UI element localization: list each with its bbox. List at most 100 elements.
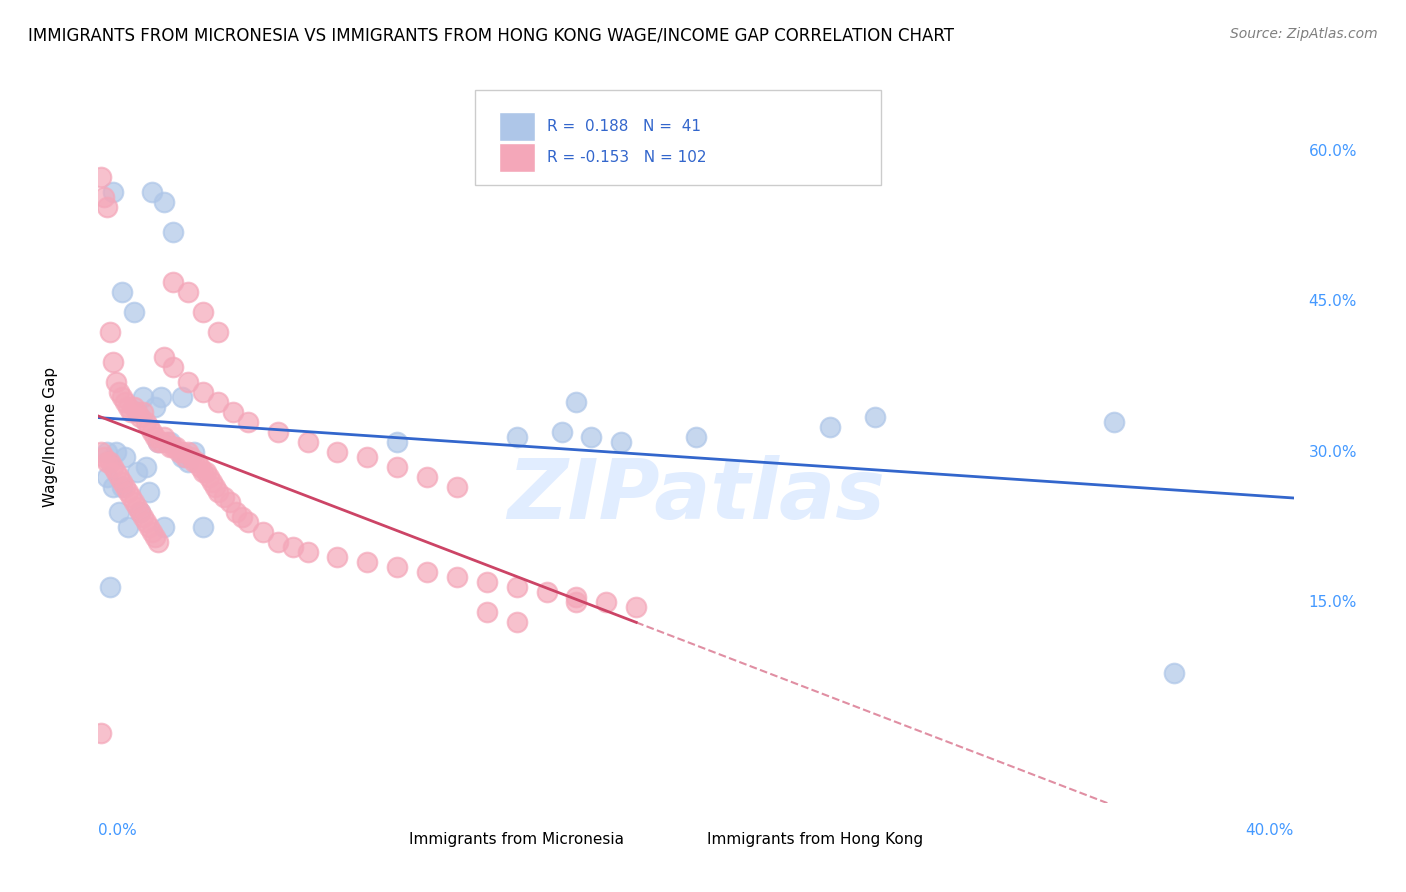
Text: ZIPatlas: ZIPatlas <box>508 455 884 536</box>
Point <box>141 425 163 439</box>
Point <box>120 405 142 419</box>
Point <box>198 470 221 484</box>
Point <box>114 480 136 494</box>
Point <box>297 545 319 559</box>
Point <box>385 560 409 574</box>
Point <box>138 420 160 434</box>
Point <box>135 515 157 529</box>
Point <box>172 390 194 404</box>
Point <box>148 535 170 549</box>
Point <box>132 405 155 419</box>
Point <box>204 480 226 494</box>
Point <box>159 440 181 454</box>
Point <box>177 285 200 299</box>
Point <box>207 395 229 409</box>
Point <box>132 390 155 404</box>
Point <box>105 375 128 389</box>
Point <box>385 435 409 450</box>
Point <box>127 465 149 479</box>
Point <box>127 405 149 419</box>
Point <box>93 450 115 464</box>
Point <box>105 465 128 479</box>
Bar <box>690 843 716 862</box>
Point <box>138 485 160 500</box>
Point <box>96 445 118 459</box>
Point <box>183 455 205 469</box>
Point <box>103 460 125 475</box>
Point <box>103 480 125 494</box>
Point <box>103 185 125 199</box>
Text: 60.0%: 60.0% <box>1309 144 1357 159</box>
Point <box>148 435 170 450</box>
Point <box>236 415 259 429</box>
Point <box>96 455 118 469</box>
Point <box>135 460 157 475</box>
Point <box>595 595 617 609</box>
Point <box>129 410 152 425</box>
Text: 30.0%: 30.0% <box>1309 444 1357 459</box>
Point <box>565 595 588 609</box>
Point <box>153 350 176 364</box>
Point <box>207 325 229 339</box>
Point <box>177 375 200 389</box>
Point <box>114 450 136 464</box>
Point <box>610 435 633 450</box>
Point <box>252 525 274 540</box>
Text: R = -0.153   N = 102: R = -0.153 N = 102 <box>547 150 706 165</box>
Point <box>129 505 152 519</box>
Point <box>111 475 134 490</box>
Point <box>108 470 131 484</box>
Point <box>212 490 235 504</box>
Point <box>506 615 529 630</box>
Point <box>1163 665 1185 680</box>
Point <box>201 475 224 490</box>
Point <box>96 200 118 214</box>
Text: 45.0%: 45.0% <box>1309 294 1357 310</box>
Text: Immigrants from Hong Kong: Immigrants from Hong Kong <box>707 831 924 847</box>
Point <box>127 500 149 515</box>
Point <box>90 169 112 184</box>
Point <box>124 400 146 414</box>
Point <box>98 580 122 594</box>
Point <box>90 725 112 739</box>
Point <box>98 325 122 339</box>
Point <box>98 455 122 469</box>
Point <box>108 505 131 519</box>
Point <box>180 450 202 464</box>
Point <box>138 520 160 534</box>
Point <box>177 455 200 469</box>
Point <box>150 435 173 450</box>
Point <box>565 395 588 409</box>
Point <box>685 430 707 444</box>
Text: R =  0.188   N =  41: R = 0.188 N = 41 <box>547 119 700 134</box>
Point <box>111 480 134 494</box>
Point <box>1104 415 1126 429</box>
Point <box>506 430 529 444</box>
Point <box>297 435 319 450</box>
Point <box>191 520 214 534</box>
Point <box>153 430 176 444</box>
Point <box>96 470 118 484</box>
Point <box>124 495 146 509</box>
Point <box>141 525 163 540</box>
Point <box>177 445 200 459</box>
Point <box>150 390 173 404</box>
Point <box>117 400 139 414</box>
Point <box>219 495 242 509</box>
Point <box>506 580 529 594</box>
Point <box>550 425 572 439</box>
Point <box>143 530 166 544</box>
Point <box>188 460 211 475</box>
Point <box>231 510 253 524</box>
Point <box>143 400 166 414</box>
Point <box>820 420 842 434</box>
Point <box>326 550 349 565</box>
Point <box>165 440 187 454</box>
Point <box>132 510 155 524</box>
Point <box>356 555 378 569</box>
Point <box>222 405 245 419</box>
Point <box>191 465 214 479</box>
Point <box>162 440 184 454</box>
Point <box>416 470 439 484</box>
Point <box>103 355 125 369</box>
